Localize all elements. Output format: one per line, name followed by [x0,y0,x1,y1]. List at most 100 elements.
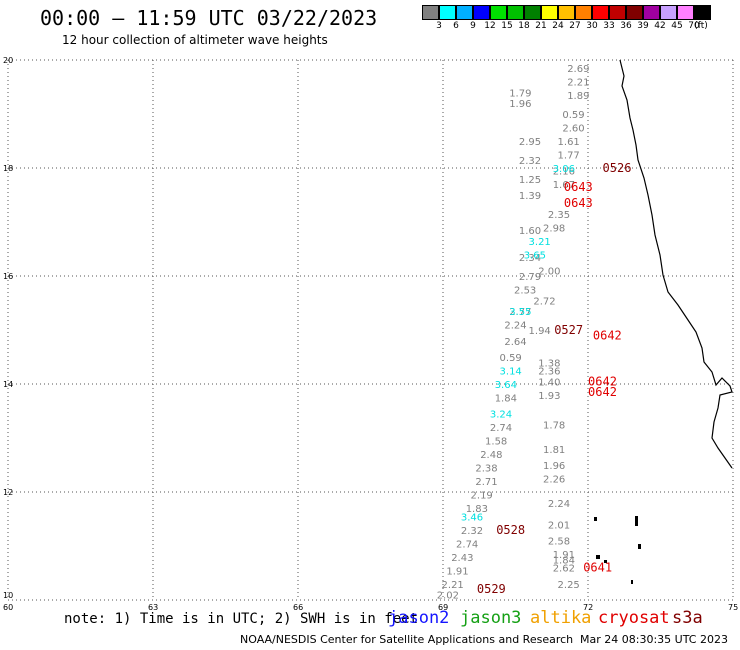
colorbar-label: 30 [586,21,598,31]
wave-height-value: 2.35 [548,210,570,221]
colorbar-swatch [660,5,677,20]
wave-height-value: 0.59 [500,353,522,364]
y-tick-label: 10 [3,591,13,600]
x-tick-label: 75 [728,603,738,612]
y-tick-label: 14 [3,380,13,389]
wave-height-value: 2.53 [514,286,536,297]
wave-height-value: 1.93 [538,391,560,402]
x-tick-label: 63 [148,603,158,612]
colorbar-label: 6 [453,21,459,31]
pass-time-label: 0641 [583,561,612,575]
wave-height-value: 2.32 [461,526,483,537]
wave-height-value: 2.43 [451,553,473,564]
colorbar-label: 24 [552,21,564,31]
colorbar-swatch [422,5,439,20]
wave-height-value: 2.95 [519,137,541,148]
wave-height-value: 2.21 [567,78,589,89]
wave-height-value: 2.36 [538,367,560,378]
colorbar-label: 21 [535,21,547,31]
wave-height-value: 2.24 [548,499,570,510]
colorbar-swatch [507,5,524,20]
wave-height-value: 2.72 [533,296,555,307]
y-tick-label: 16 [3,272,13,281]
colorbar-label: 42 [654,21,666,31]
wave-height-value: 1.79 [509,88,531,99]
coastline [619,59,733,469]
wave-height-value: 1.83 [466,504,488,515]
wave-height-value: 0.59 [562,110,584,121]
colorbar-unit: (ft) [694,21,708,31]
colorbar-swatch [643,5,660,20]
wave-height-value: 1.60 [519,226,541,237]
wave-height-value: 2.58 [548,537,570,548]
colorbar-swatch [626,5,643,20]
colorbar-label: 70 [688,21,700,31]
wave-height-value: 1.38 [538,358,560,369]
colorbar-swatch [473,5,490,20]
colorbar-label: 15 [501,21,513,31]
x-tick-label: 66 [293,603,303,612]
wave-height-value: 1.96 [509,99,531,110]
colorbar-label: 27 [569,21,581,31]
wave-height-value: 1.81 [543,445,565,456]
wave-height-value: 2.77 [509,307,531,318]
wave-height-value: 2.24 [504,321,526,332]
y-tick-label: 12 [3,488,13,497]
wave-height-value: 2.19 [471,491,493,502]
wave-height-value: 2.21 [442,580,464,591]
colorbar-swatch [694,5,711,20]
colorbar-label: 9 [470,21,476,31]
x-tick-label: 60 [3,603,13,612]
wave-height-value: 2.74 [490,423,512,434]
wave-height-value: 1.40 [538,377,560,388]
island-fragments [594,516,641,584]
wave-height-value: 3.46 [461,512,483,523]
colorbar-label: 36 [620,21,632,31]
colorbar-swatch [592,5,609,20]
colorbar-label: 39 [637,21,649,31]
chart-subtitle: 12 hour collection of altimeter wave hei… [62,33,328,47]
colorbar-swatch [677,5,694,20]
mission-label-altika: altika [530,608,592,628]
wave-height-value: 1.25 [519,175,541,186]
wave-height-value: 2.74 [456,539,478,550]
wave-height-value: 1.77 [558,151,580,162]
wave-height-value: 1.94 [529,326,551,337]
wave-height-value: 2.38 [475,464,497,475]
wave-height-labels: 2.69 2.21 1.89 0.59 2.60 1.61 1.77 2.16 1.67 2.35… [437,64,632,602]
mission-label-cryosat: cryosat [598,608,670,628]
wave-height-value: 1.58 [485,437,507,448]
credit-line: NOAA/NESDIS Center for Satellite Applica… [240,633,574,646]
wave-height-value: 1.89 [567,91,589,102]
generated-timestamp: Mar 24 08:30:35 UTC 2023 [580,633,728,646]
wave-height-value: 1.84 [495,394,517,405]
lat-lon-grid [7,59,734,601]
wave-height-value: 2.02 [437,591,459,602]
colorbar-label: 12 [484,21,496,31]
pass-time-label: 0527 [554,323,583,337]
wave-height-value: 3.55 [509,307,531,318]
pass-time-label: 0526 [603,161,632,175]
wave-height-value: 3.14 [500,367,522,378]
axis-tick-labels: 60 63 66 69 72 75 10 12 14 16 18 20 [3,56,738,612]
colorbar-swatch [456,5,473,20]
wave-height-value: 3.65 [524,250,546,261]
colorbar-swatch [524,5,541,20]
colorbar-label: 3 [436,21,442,31]
wave-height-value: 2.48 [480,450,502,461]
mission-label-s3a: s3a [672,608,703,628]
wave-height-value: 3.64 [495,380,517,391]
colorbar-label: 18 [518,21,530,31]
pass-time-label: 0528 [496,523,525,537]
wave-height-value: 2.16 [553,167,575,178]
wave-height-value: 2.64 [504,337,526,348]
colorbar-swatch [575,5,592,20]
x-tick-label: 72 [583,603,593,612]
wave-height-value: 2.60 [562,124,584,135]
pass-time-label: 0642 [588,374,617,388]
wave-height-value: 2.25 [558,580,580,591]
chart-title: 00:00 – 11:59 UTC 03/22/2023 [40,6,378,30]
x-tick-label: 69 [438,603,448,612]
wave-height-value: 2.32 [519,156,541,167]
